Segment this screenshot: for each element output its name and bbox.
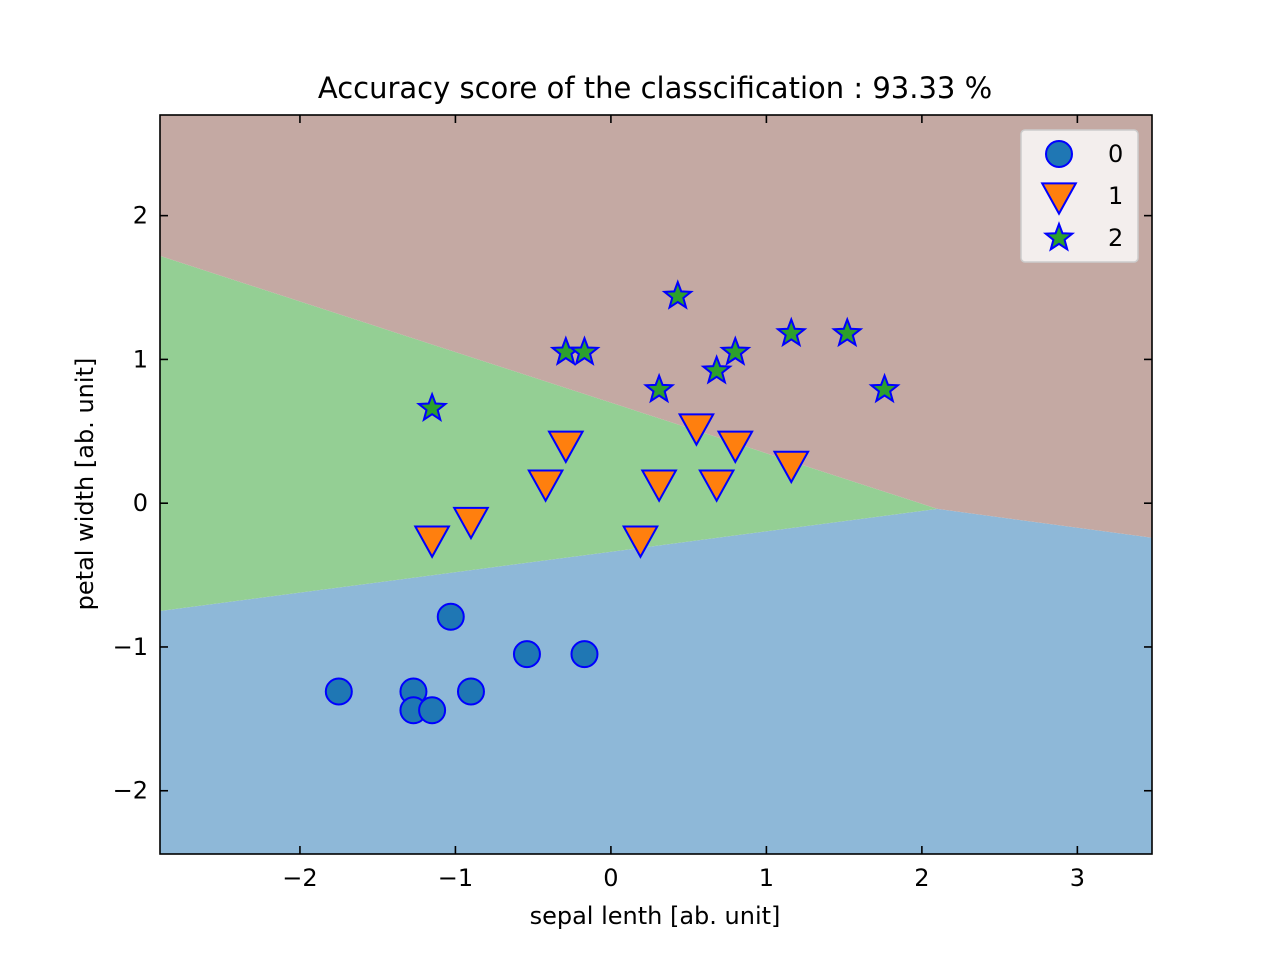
data-point-class-1 <box>547 430 585 464</box>
data-point-class-0 <box>418 696 447 725</box>
data-points <box>324 279 901 725</box>
y-axis-label: petal width [ab. unit] <box>71 358 99 611</box>
plot-frame <box>159 114 1153 855</box>
y-tick-label: 0 <box>133 489 148 517</box>
x-tick-label: −1 <box>438 864 473 892</box>
data-point-class-2 <box>775 316 808 348</box>
decision-region-class-2 <box>160 115 1152 538</box>
data-point-class-0 <box>436 602 465 631</box>
legend-marker-1 <box>1040 182 1078 216</box>
data-point-class-0 <box>512 640 541 669</box>
legend-marker-0 <box>1045 140 1073 168</box>
x-tick-label: 0 <box>603 864 618 892</box>
data-point-class-2 <box>643 372 676 404</box>
data-point-class-1 <box>527 469 565 503</box>
chart-title: Accuracy score of the classcification : … <box>318 71 992 105</box>
decision-regions <box>160 115 1152 854</box>
data-point-class-0 <box>456 677 485 706</box>
x-tick-label: 2 <box>914 864 929 892</box>
x-axis-ticks: −2 −1 0 1 2 3 <box>282 115 1085 892</box>
legend-label-0: 0 <box>1108 140 1123 168</box>
decision-region-class-1 <box>160 255 938 611</box>
x-tick-label: 1 <box>759 864 774 892</box>
data-point-class-1 <box>640 469 678 503</box>
legend-label-2: 2 <box>1108 224 1123 252</box>
data-point-class-1 <box>716 430 754 464</box>
data-point-class-1 <box>452 506 490 541</box>
x-axis-label: sepal lenth [ab. unit] <box>530 902 781 930</box>
data-point-class-2 <box>700 354 733 385</box>
legend-marker-2 <box>1042 221 1076 252</box>
data-point-class-0 <box>570 640 599 669</box>
data-point-class-2 <box>831 316 864 348</box>
data-point-class-2 <box>868 372 901 404</box>
y-tick-label: −1 <box>113 633 148 661</box>
data-point-class-1 <box>698 469 736 503</box>
legend: 0 1 2 <box>1020 129 1139 263</box>
y-tick-label: 1 <box>133 345 148 373</box>
data-point-class-0 <box>324 677 353 706</box>
data-point-class-2 <box>568 335 601 366</box>
decision-region-class-0 <box>160 508 1152 854</box>
y-tick-label: −2 <box>113 777 148 805</box>
data-point-class-2 <box>416 391 449 422</box>
y-tick-label: 2 <box>133 202 148 230</box>
y-axis-ticks: −2 −1 0 1 2 <box>113 202 1152 805</box>
data-point-class-1 <box>772 450 810 485</box>
x-tick-label: −2 <box>282 864 317 892</box>
data-point-class-2 <box>661 279 694 310</box>
data-point-class-2 <box>719 335 752 366</box>
legend-label-1: 1 <box>1108 182 1123 210</box>
data-point-class-1 <box>677 413 715 447</box>
data-point-class-1 <box>621 525 659 559</box>
data-point-class-1 <box>413 525 451 559</box>
x-tick-label: 3 <box>1070 864 1085 892</box>
